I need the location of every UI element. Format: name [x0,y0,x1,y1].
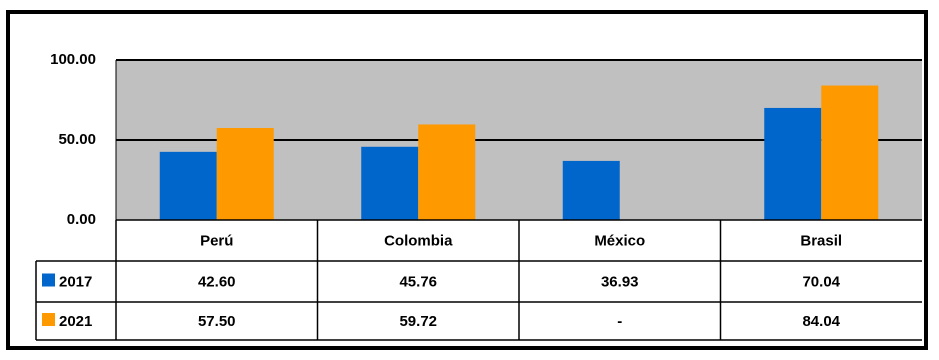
category-label-peru: Perú [200,232,233,249]
legend-swatch-2017 [42,273,55,287]
data-label-2021-brasil: 84.04 [802,313,840,330]
bar-2017-colombia [361,146,419,220]
bar-2017-mexico [562,160,620,220]
y-tick-label-0-00: 0.00 [67,211,96,228]
bar-2017-peru [159,151,217,220]
category-label-brasil: Brasil [800,232,842,249]
data-label-2021-peru: 57.50 [198,313,236,330]
data-label-2021-mexico: - [617,313,622,330]
legend-label-2021: 2021 [59,313,92,330]
legend-label-2017: 2017 [59,273,92,290]
legend-swatch-2021 [42,313,55,326]
data-label-2021-colombia: 59.72 [399,313,437,330]
bar-2017-brasil [764,107,822,220]
bar-2021-peru [216,128,274,220]
bar-2021-colombia [418,124,476,220]
category-label-mexico: México [594,232,645,249]
data-label-2017-brasil: 70.04 [802,273,840,290]
y-tick-label-50-00: 50.00 [58,131,96,148]
data-label-2017-peru: 42.60 [198,273,236,290]
data-label-2017-mexico: 36.93 [601,273,639,290]
data-label-2017-colombia: 45.76 [399,273,437,290]
bar-2021-brasil [821,85,879,220]
category-label-colombia: Colombia [384,232,453,249]
y-tick-label-100-00: 100.00 [50,51,96,68]
